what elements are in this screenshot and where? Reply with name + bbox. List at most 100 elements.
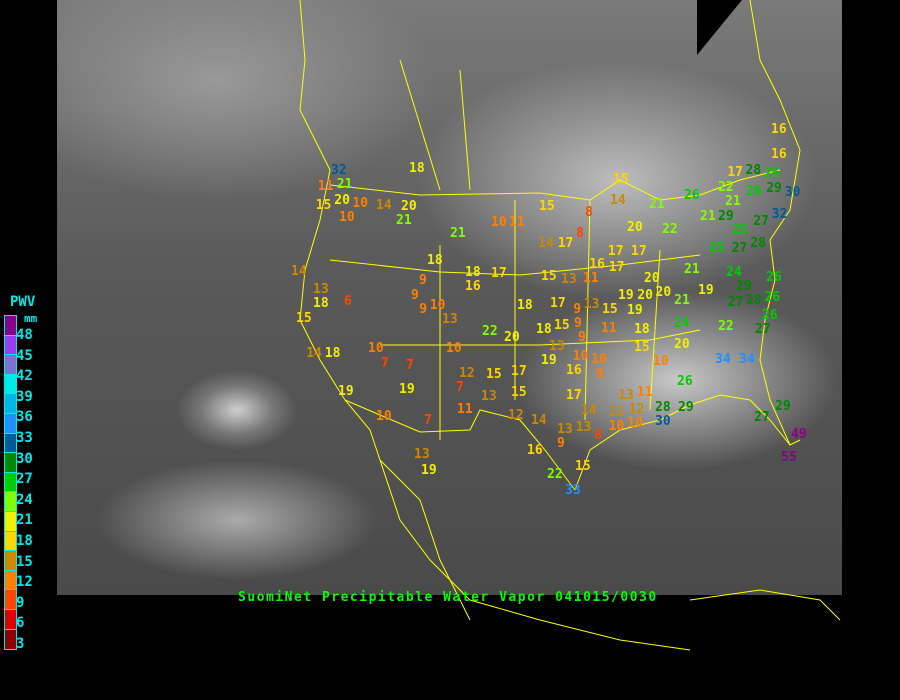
- station-pwv-value: 21: [450, 226, 466, 241]
- station-pwv-value: 15: [315, 198, 332, 213]
- us-mexico-border: [344, 399, 576, 491]
- station-pwv-value: 21: [725, 194, 741, 210]
- state-line: [380, 329, 701, 346]
- station-pwv-value: 21: [700, 209, 716, 224]
- station-pwv-value: 19: [698, 283, 714, 298]
- station-pwv-value: 13: [481, 389, 497, 404]
- station-pwv-value: 32: [331, 162, 347, 178]
- station-pwv-value: 29: [766, 180, 782, 196]
- station-pwv-value: 29: [718, 209, 734, 225]
- legend-title: PWV: [10, 294, 36, 310]
- station-pwv-value: 10: [608, 419, 625, 435]
- legend-swatch: [5, 511, 16, 532]
- station-pwv-value: 13: [414, 447, 430, 462]
- state-line: [329, 254, 701, 276]
- legend-label: 39: [16, 388, 33, 405]
- station-pwv-value: 14: [306, 346, 322, 361]
- station-pwv-value: 29: [775, 399, 791, 414]
- station-pwv-value: 14: [538, 236, 554, 251]
- station-pwv-value: 12: [459, 365, 475, 381]
- station-pwv-value: 17: [727, 165, 743, 180]
- station-pwv-value: 21: [684, 262, 700, 277]
- station-pwv-value: 49: [791, 427, 807, 442]
- mexico-coast: [379, 459, 691, 651]
- station-pwv-value: 13: [549, 338, 565, 354]
- legend-label: 48: [16, 327, 33, 343]
- station-pwv-value: 10: [591, 352, 607, 367]
- station-pwv-value: 12: [628, 402, 645, 418]
- station-pwv-value: 16: [771, 122, 787, 137]
- legend-swatch: [5, 394, 16, 414]
- station-pwv-value: 20: [504, 330, 520, 345]
- legend-swatch: [5, 374, 16, 395]
- station-pwv-value: 19: [618, 288, 634, 303]
- gulf-coast: [574, 394, 801, 491]
- legend-swatch: [5, 492, 16, 512]
- station-pwv-value: 21: [674, 293, 690, 308]
- station-pwv-value: 9: [411, 287, 419, 303]
- station-pwv-value: 7: [456, 380, 464, 396]
- station-pwv-value: 24: [674, 316, 690, 331]
- station-pwv-value: 25: [732, 223, 748, 239]
- legend-swatch: [5, 433, 16, 454]
- station-pwv-value: 28: [745, 163, 762, 178]
- station-pwv-value: 9: [419, 302, 428, 317]
- station-pwv-value: 16: [771, 147, 787, 162]
- station-pwv-value: 13: [618, 387, 634, 403]
- station-pwv-value: 10: [627, 416, 643, 432]
- legend-label: 45: [16, 347, 33, 364]
- station-pwv-value: 17: [566, 388, 582, 404]
- station-pwv-value: 17: [511, 364, 527, 379]
- station-pwv-value: 55: [781, 450, 797, 465]
- legend-label: 24: [16, 491, 33, 508]
- station-pwv-value: 20: [334, 193, 350, 209]
- us-canada-border: [329, 169, 781, 201]
- station-pwv-value: 20: [674, 337, 690, 352]
- station-pwv-value: 22: [662, 222, 678, 237]
- station-pwv-value: 26: [746, 184, 762, 199]
- station-pwv-value: 15: [575, 459, 591, 474]
- station-pwv-value: 19: [338, 384, 354, 399]
- station-pwv-value: 14: [531, 413, 547, 428]
- station-pwv-value: 22: [718, 319, 734, 334]
- station-pwv-value: 21: [336, 177, 353, 193]
- station-pwv-value: 13: [557, 422, 573, 437]
- station-pwv-value: 16: [589, 256, 605, 272]
- station-pwv-value: 19: [399, 382, 415, 397]
- station-pwv-value: 16: [566, 363, 582, 379]
- station-pwv-value: 21: [649, 197, 665, 212]
- station-pwv-value: 17: [557, 236, 574, 251]
- station-pwv-value: 10: [368, 341, 384, 356]
- station-pwv-value: 14: [610, 193, 626, 208]
- legend-label: 9: [16, 594, 25, 611]
- station-pwv-value: 18: [324, 346, 341, 361]
- station-pwv-value: 28: [750, 236, 766, 251]
- station-pwv-value: 27: [753, 214, 769, 229]
- station-pwv-value: 34: [739, 352, 755, 367]
- station-pwv-value: 20: [627, 220, 643, 235]
- station-pwv-value: 8: [585, 205, 593, 220]
- station-pwv-value: 7: [381, 356, 389, 371]
- station-pwv-value: 15: [539, 199, 555, 214]
- station-pwv-value: 6: [344, 294, 352, 309]
- station-pwv-value: 30: [655, 414, 671, 430]
- station-pwv-value: 17: [608, 260, 625, 275]
- legend-label: 18: [16, 533, 33, 549]
- station-pwv-value: 8: [594, 428, 603, 443]
- station-pwv-value: 19: [421, 463, 437, 478]
- station-pwv-value: 19: [541, 353, 557, 369]
- state-line: [584, 199, 591, 421]
- legend-swatch: [5, 590, 16, 610]
- station-pwv-value: 17: [550, 296, 566, 311]
- station-pwv-value: 10: [572, 348, 589, 364]
- station-pwv-value: 20: [655, 285, 672, 301]
- legend-unit: mm: [24, 312, 38, 325]
- canada-provinces: [399, 59, 441, 191]
- legend-label: 12: [16, 574, 33, 591]
- cuba: [689, 589, 841, 621]
- station-pwv-value: 13: [442, 312, 458, 327]
- legend-label: 21: [16, 512, 33, 529]
- station-pwv-value: 15: [511, 385, 527, 400]
